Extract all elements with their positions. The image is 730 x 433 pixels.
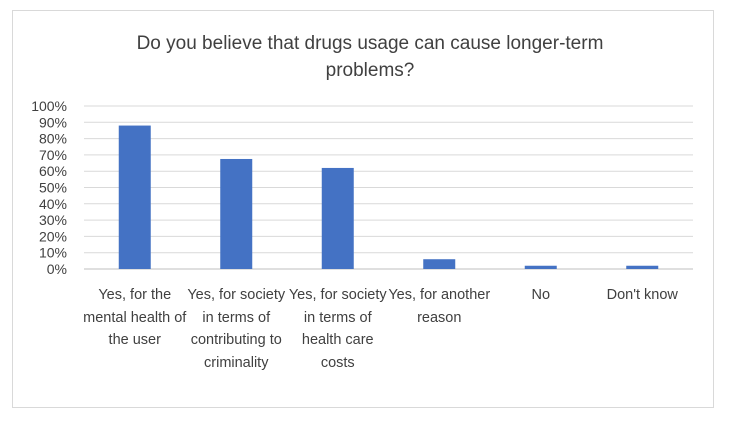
bar: [423, 259, 456, 269]
x-tick-label: Yes, for the mental health of the user: [83, 287, 187, 348]
bar: [626, 265, 659, 269]
bar: [220, 158, 253, 269]
y-tick-label: 70%: [39, 147, 67, 163]
x-tick-label: Don't know: [606, 287, 678, 303]
bars: [118, 125, 659, 269]
y-tick-label: 100%: [31, 98, 67, 114]
gridlines: [84, 105, 693, 270]
x-tick-label: Yes, for another reason: [388, 287, 491, 326]
x-tick-label: Yes, for society in terms of contributin…: [187, 287, 286, 371]
y-tick-label: 80%: [39, 131, 67, 147]
chart-title-text: Do you believe that drugs usage can caus…: [136, 33, 604, 81]
y-tick-label: 50%: [39, 180, 67, 196]
y-tick-label: 90%: [39, 114, 67, 130]
y-tick-label: 60%: [39, 163, 67, 179]
x-axis-labels: Yes, for the mental health of the user Ye…: [0, 284, 730, 404]
y-tick-label: 20%: [39, 228, 67, 244]
bar: [321, 167, 354, 269]
bar: [118, 125, 151, 269]
x-tick-label: No: [531, 287, 551, 303]
y-tick-label: 30%: [39, 212, 67, 228]
chart-title: Do you believe that drugs usage can caus…: [0, 30, 730, 84]
y-axis-ticks: 0%10%20%30%40%50%60%70%80%90%100%: [31, 98, 67, 277]
y-tick-label: 10%: [39, 245, 67, 261]
bar: [524, 265, 557, 269]
y-tick-label: 0%: [47, 261, 67, 277]
x-tick-label: Yes, for society in terms of health care…: [288, 287, 387, 371]
y-tick-label: 40%: [39, 196, 67, 212]
